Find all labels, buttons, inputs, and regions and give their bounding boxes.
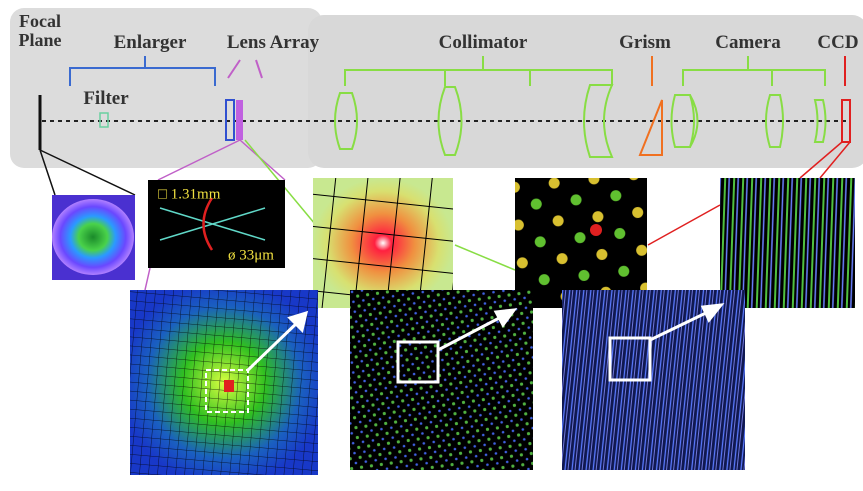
- spot: [224, 380, 234, 392]
- inset-image: [148, 180, 285, 268]
- label: Camera: [715, 32, 781, 53]
- label: Focal Plane: [18, 11, 62, 50]
- annotation: □ 1.31mm: [158, 186, 221, 202]
- label: CCD: [817, 32, 858, 53]
- stage-box: [10, 8, 322, 168]
- label: Collimator: [439, 32, 528, 53]
- zoom-arrows: [246, 303, 725, 372]
- rays: [159, 207, 266, 241]
- dots: [515, 178, 647, 308]
- ccd: [841, 99, 851, 143]
- lens-array: [236, 100, 243, 140]
- spectra: [720, 178, 855, 308]
- brackets: [69, 56, 846, 86]
- spectra: [562, 290, 745, 470]
- label: Filter: [83, 88, 129, 109]
- label: Grism: [619, 32, 671, 53]
- zoom-box: [608, 336, 652, 382]
- grism: [638, 99, 663, 156]
- lenses: [334, 84, 827, 158]
- dot: [590, 224, 602, 236]
- lenslet: [202, 197, 214, 251]
- stage-box: [308, 15, 863, 168]
- spot: [52, 199, 134, 275]
- grid: [313, 178, 453, 308]
- lens: [225, 99, 235, 141]
- label: Lens Array: [227, 32, 320, 53]
- label: Enlarger: [114, 32, 187, 53]
- zoom-box: [205, 369, 249, 413]
- annotation: ø 33μm: [228, 247, 274, 263]
- filter: [99, 112, 109, 128]
- zoom-box: [396, 340, 440, 384]
